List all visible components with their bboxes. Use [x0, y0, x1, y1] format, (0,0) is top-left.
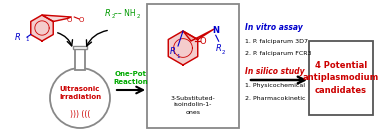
Polygon shape — [42, 15, 71, 22]
Text: In silico study: In silico study — [245, 67, 305, 77]
Text: 2: 2 — [111, 15, 115, 20]
Text: 4 Potential
antiplasmodium
candidates: 4 Potential antiplasmodium candidates — [303, 61, 378, 95]
Text: O: O — [67, 16, 72, 22]
Text: 1. P. falciparum 3D7: 1. P. falciparum 3D7 — [245, 39, 308, 44]
Text: 1: 1 — [25, 37, 28, 42]
Text: R: R — [216, 44, 222, 53]
Text: ))) (((: ))) ((( — [70, 110, 90, 119]
Text: R: R — [15, 33, 21, 42]
Text: O: O — [200, 37, 206, 46]
Text: 2: 2 — [136, 15, 140, 20]
Text: One-Pot
Reaction: One-Pot Reaction — [114, 71, 148, 85]
Text: 2: 2 — [222, 50, 225, 55]
Text: O: O — [79, 17, 84, 23]
Text: 1: 1 — [176, 53, 180, 58]
Text: 2. P. falciparum FCR3: 2. P. falciparum FCR3 — [245, 51, 311, 56]
Text: R: R — [105, 10, 111, 18]
Polygon shape — [31, 15, 53, 41]
Text: 3-Substituted-
isoindolin-1-
ones: 3-Substituted- isoindolin-1- ones — [170, 95, 215, 114]
Bar — [75, 48, 85, 70]
Polygon shape — [168, 31, 198, 65]
Text: 2. Pharmacokinetic: 2. Pharmacokinetic — [245, 95, 305, 100]
FancyBboxPatch shape — [309, 41, 373, 115]
Text: Ultrasonic
Irradiation: Ultrasonic Irradiation — [59, 86, 101, 100]
Text: 1. Physicochemical: 1. Physicochemical — [245, 84, 305, 88]
Bar — [73, 46, 87, 49]
Polygon shape — [183, 29, 214, 41]
Text: –– NH: –– NH — [114, 8, 136, 18]
Text: N: N — [212, 26, 219, 35]
FancyBboxPatch shape — [147, 4, 239, 128]
Text: In vitro assay: In vitro assay — [245, 23, 303, 32]
Text: R: R — [170, 48, 176, 56]
